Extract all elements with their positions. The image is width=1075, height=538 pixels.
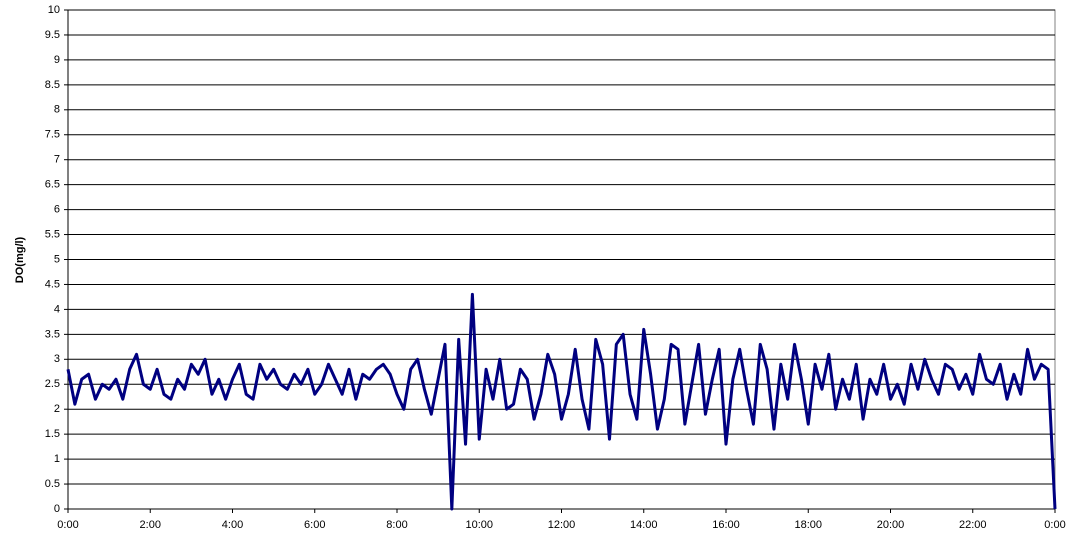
y-tick-label: 9 <box>54 54 60 66</box>
x-tick-label: 6:00 <box>304 519 325 531</box>
y-tick-label: 3.5 <box>45 328 60 340</box>
y-tick-label: 0.5 <box>45 478 60 490</box>
y-tick-label: 6 <box>54 204 60 216</box>
y-tick-label: 10 <box>48 4 60 16</box>
y-tick-label: 7.5 <box>45 129 60 141</box>
x-tick-label: 20:00 <box>877 519 905 531</box>
y-tick-label: 9.5 <box>45 29 60 41</box>
y-tick-label: 5.5 <box>45 228 60 240</box>
x-tick-label: 2:00 <box>140 519 161 531</box>
y-tick-label: 1.5 <box>45 428 60 440</box>
y-tick-label: 6.5 <box>45 179 60 191</box>
y-tick-label: 7 <box>54 154 60 166</box>
y-tick-label: 3 <box>54 353 60 365</box>
y-tick-label: 1 <box>54 453 60 465</box>
x-tick-label: 0:00 <box>57 519 78 531</box>
y-tick-label: 5 <box>54 253 60 265</box>
x-tick-label: 22:00 <box>959 519 987 531</box>
data-line <box>66 292 1057 511</box>
y-axis-label: DO(mg/l) <box>14 236 26 283</box>
x-tick-label: 10:00 <box>465 519 493 531</box>
x-tick-label: 8:00 <box>386 519 407 531</box>
y-tick-label: 4 <box>54 303 60 315</box>
y-tick-label: 4.5 <box>45 278 60 290</box>
y-tick-label: 8.5 <box>45 79 60 91</box>
y-tick-label: 2.5 <box>45 378 60 390</box>
x-tick-label: 18:00 <box>794 519 822 531</box>
x-tick-label: 0:00 <box>1044 519 1065 531</box>
x-tick-label: 14:00 <box>630 519 658 531</box>
x-tick-label: 16:00 <box>712 519 740 531</box>
x-tick-label: 4:00 <box>222 519 243 531</box>
y-tick-label: 8 <box>54 104 60 116</box>
y-tick-label: 0 <box>54 503 60 515</box>
y-tick-label: 2 <box>54 403 60 415</box>
x-tick-label: 12:00 <box>548 519 576 531</box>
